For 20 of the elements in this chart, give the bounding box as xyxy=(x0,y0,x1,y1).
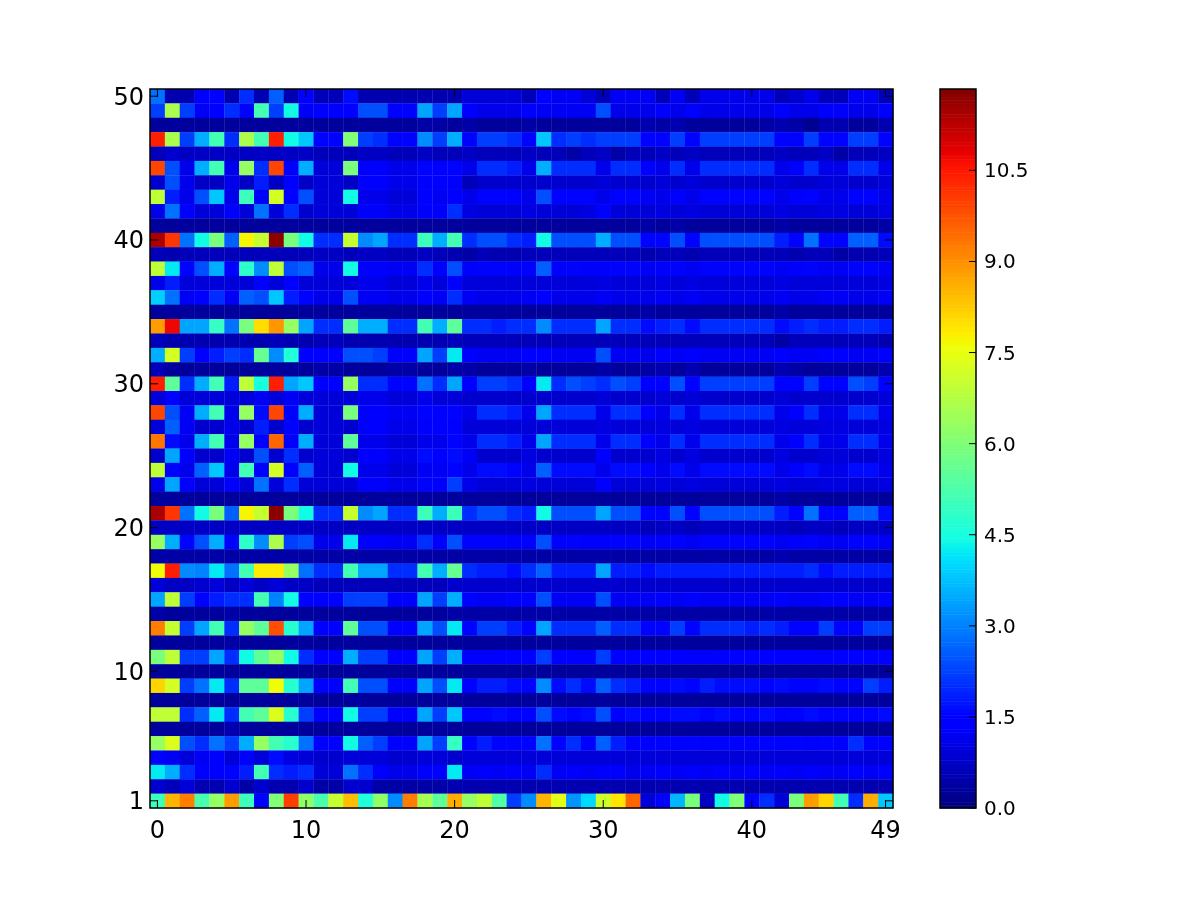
x-tick-label: 40 xyxy=(736,816,768,844)
y-tick-label: 50 xyxy=(113,82,144,111)
y-tick-label: 40 xyxy=(113,226,144,255)
color-bar-label: 1.5 xyxy=(984,704,1016,729)
color-bar-label: 7.5 xyxy=(984,340,1016,365)
y-tick-label: 20 xyxy=(113,513,144,542)
x-tick-label: 0 xyxy=(149,816,166,844)
color-bar-label: 9.0 xyxy=(984,249,1016,274)
x-tick-label: 49 xyxy=(870,816,901,844)
color-bar-label: 0.0 xyxy=(984,796,1016,820)
y-tick-label: 30 xyxy=(113,370,144,399)
color-bar-label: 6.0 xyxy=(984,431,1016,456)
color-bar-label: 3.0 xyxy=(984,613,1016,638)
x-tick-label: 10 xyxy=(290,816,322,844)
x-tick-label: 20 xyxy=(439,816,470,844)
color-bar-label: 4.5 xyxy=(984,522,1016,547)
y-tick-label: 1 xyxy=(128,787,144,816)
color-bar-label: 10.5 xyxy=(984,158,1029,183)
x-tick-label: 30 xyxy=(587,816,619,844)
y-tick-label: 10 xyxy=(113,657,144,686)
